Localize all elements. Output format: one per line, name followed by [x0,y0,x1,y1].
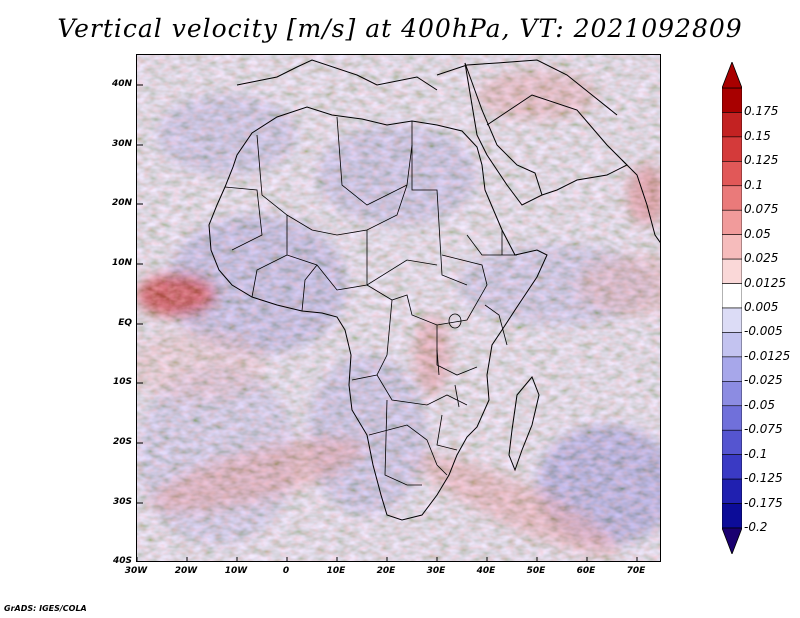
colorbar-cell [722,307,742,333]
colorbar-label: -0.175 [744,495,783,510]
map-plot-area [136,54,661,562]
colorbar-label: -0.125 [744,471,783,486]
colorbar-label: 0.15 [744,128,771,143]
lat-label-10n: 10N [111,258,132,268]
lon-label-30w: 30W [124,566,148,576]
colorbar-cell [722,429,742,455]
lat-label-40n: 40N [111,79,132,89]
colorbar-top-arrow [722,62,742,89]
colorbar-cell [722,258,742,284]
colorbar-cell [722,87,742,113]
colorbar-label: 0.025 [744,251,779,266]
colorbar-cell [722,503,742,529]
lat-label-20n: 20N [111,198,132,208]
colorbar-cell [722,112,742,138]
lon-label-20w: 20W [174,566,198,576]
lon-label-40e: 40E [476,566,496,576]
colorbar-cell [722,283,742,309]
lon-label-0: 0 [282,566,290,576]
lat-label-eq: EQ [118,318,132,328]
colorbar-label: -0.0125 [744,348,791,363]
colorbar-label: -0.075 [744,422,783,437]
colorbar-cell [722,209,742,235]
colorbar-label: -0.2 [744,520,768,534]
colorbar-label: 0.005 [744,300,779,314]
map-title: Vertical velocity [m/s] at 400hPa, VT: 2… [57,14,743,43]
colorbar-label: 0.125 [744,153,779,168]
colorbar-cell [722,381,742,407]
colorbar-cell [722,234,742,260]
country-borders [224,116,517,486]
colorbar-label: -0.05 [744,397,776,412]
lon-label-70e: 70E [626,566,646,576]
frame-ticks [137,84,638,561]
colorbar-cell [722,356,742,382]
lon-label-10w: 10W [224,566,248,576]
colorbar-bottom-arrow [722,527,742,554]
colorbar-cell [722,136,742,162]
lon-label-10e: 10E [326,566,346,576]
colorbar-label: -0.005 [744,324,783,339]
colorbar-label: -0.025 [744,373,783,388]
lat-label-20s: 20S [112,437,132,447]
lon-label-50e: 50E [526,566,546,576]
lon-label-60e: 60E [576,566,596,576]
colorbar-cells [722,87,742,529]
colorbar-label: 0.0125 [744,275,786,290]
colorbar-cell [722,454,742,480]
lat-label-10s: 10S [112,377,132,387]
colorbar-label: 0.05 [744,226,771,241]
lat-label-30s: 30S [112,497,132,507]
colorbar-cell [722,405,742,431]
colorbar-cell [722,478,742,504]
lakes [436,313,462,408]
vertical-velocity-field [137,55,660,561]
coastlines [208,59,660,521]
colorbar-label: 0.175 [744,104,779,119]
colorbar-label: 0.075 [744,202,779,217]
software-credit: GrADS: IGES/COLA [4,604,87,613]
colorbar-cell [722,332,742,358]
colorbar-label: 0.1 [744,177,764,192]
colorbar-label: -0.1 [744,446,768,461]
lon-label-30e: 30E [426,566,446,576]
lat-label-40s: 40S [112,556,132,566]
colorbar-cell [722,161,742,187]
colorbar [722,62,742,554]
colorbar-cell [722,185,742,211]
lon-label-20e: 20E [376,566,396,576]
lat-label-30n: 30N [111,139,132,149]
